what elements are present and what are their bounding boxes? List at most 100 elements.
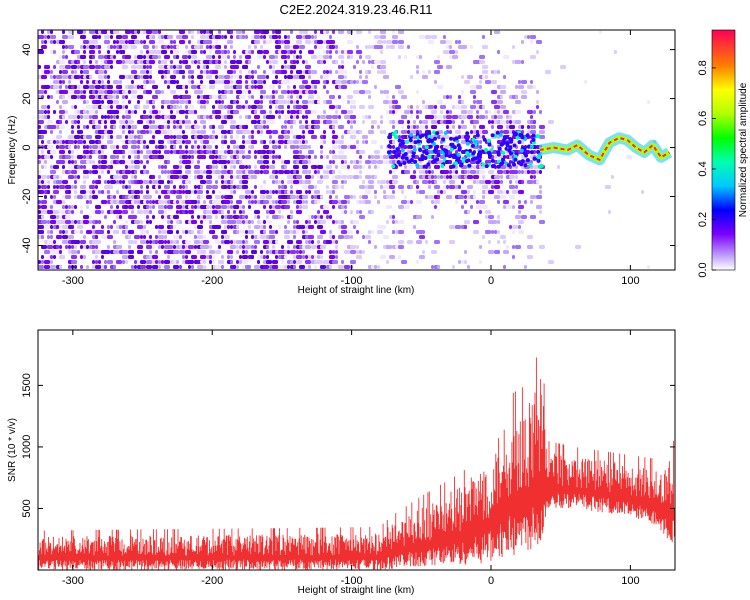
heatmap-cell <box>305 140 308 144</box>
heatmap-cell <box>197 160 200 164</box>
heatmap-cell <box>65 120 68 124</box>
heatmap-cell <box>443 175 446 179</box>
heatmap-cell <box>272 90 275 94</box>
heatmap-cell <box>62 80 65 84</box>
heatmap-cell <box>449 170 452 174</box>
heatmap-cell <box>287 245 290 249</box>
heatmap-cell <box>83 180 86 184</box>
heatmap-cell <box>146 130 149 134</box>
heatmap-cell <box>344 80 347 84</box>
heatmap-cell <box>296 60 299 64</box>
heatmap-cell <box>164 240 167 244</box>
heatmap-cell <box>428 40 434 44</box>
heatmap-cell <box>167 205 173 209</box>
heatmap-cell <box>245 130 251 134</box>
heatmap-cell <box>314 165 317 169</box>
heatmap-cell <box>400 148 405 153</box>
heatmap-cell <box>484 164 489 169</box>
heatmap-cell <box>89 190 92 194</box>
heatmap-cell <box>191 85 197 89</box>
heatmap-cell <box>335 195 338 199</box>
heatmap-cell <box>470 85 476 89</box>
heatmap-cell <box>323 260 329 264</box>
heatmap-cell <box>266 250 269 254</box>
heatmap-cell <box>365 90 371 94</box>
heatmap-cell <box>392 230 395 234</box>
heatmap-cell <box>515 135 520 140</box>
heatmap-cell <box>391 164 396 169</box>
heatmap-cell <box>149 70 152 74</box>
heatmap-cell <box>404 55 407 59</box>
heatmap-cell <box>427 131 432 136</box>
heatmap-cell <box>38 155 41 159</box>
heatmap-cell <box>254 35 260 39</box>
heatmap-cell <box>53 110 56 114</box>
heatmap-cell <box>487 142 492 147</box>
heatmap-cell <box>521 180 524 184</box>
heatmap-cell <box>230 170 233 174</box>
heatmap-cell <box>383 190 386 194</box>
heatmap-cell <box>173 95 179 99</box>
heatmap-cell <box>173 40 176 44</box>
heatmap-cell <box>197 90 203 94</box>
heatmap-cell <box>449 175 452 179</box>
heatmap-cell <box>251 250 257 254</box>
heatmap-cell <box>278 210 281 214</box>
heatmap-cell <box>188 190 191 194</box>
heatmap-cell <box>98 230 104 234</box>
heatmap-cell <box>128 140 131 144</box>
heatmap-cell <box>308 235 314 239</box>
heatmap-cell <box>473 230 479 234</box>
heatmap-cell <box>209 245 212 249</box>
heatmap-cell <box>475 133 480 138</box>
heatmap-cell <box>536 50 539 54</box>
heatmap-cell <box>65 220 71 224</box>
heatmap-cell <box>71 205 74 209</box>
heatmap-cell <box>314 215 317 219</box>
heatmap-cell <box>445 160 449 164</box>
heatmap-cell <box>341 145 347 149</box>
heatmap-cell <box>230 165 233 169</box>
heatmap-cell <box>254 210 260 214</box>
heatmap-cell <box>116 260 122 264</box>
heatmap-cell <box>464 175 467 179</box>
heatmap-cell <box>149 220 152 224</box>
heatmap-cell <box>380 145 383 149</box>
heatmap-cell <box>272 180 275 184</box>
heatmap-cell <box>368 185 374 189</box>
heatmap-cell <box>422 180 428 184</box>
heatmap-cell <box>326 215 329 219</box>
heatmap-cell <box>392 215 395 219</box>
heatmap-cell <box>197 215 200 219</box>
heatmap-cell <box>464 195 467 199</box>
heatmap-cell <box>404 195 407 199</box>
heatmap-cell <box>170 220 173 224</box>
chart-title: C2E2.2024.319.23.46.R11 <box>280 2 433 17</box>
heatmap-cell <box>296 250 299 254</box>
heatmap-cell <box>71 185 74 189</box>
heatmap-cell <box>302 160 308 164</box>
heatmap-cell <box>476 85 482 89</box>
heatmap-cell <box>293 140 299 144</box>
heatmap-cell <box>68 245 71 249</box>
heatmap-cell <box>71 65 77 69</box>
heatmap-cell <box>509 139 514 144</box>
heatmap-cell <box>62 220 65 224</box>
heatmap-cell <box>248 150 251 154</box>
heatmap-cell <box>107 260 113 264</box>
heatmap-cell <box>338 115 341 119</box>
heatmap-cell <box>140 40 143 44</box>
heatmap-cell <box>197 190 203 194</box>
heatmap-cell <box>482 105 485 109</box>
heatmap-cell <box>170 60 173 64</box>
heatmap-cell <box>293 200 296 204</box>
heatmap-cell <box>146 50 149 54</box>
heatmap-cell <box>275 55 278 59</box>
heatmap-cell <box>341 175 347 179</box>
heatmap-cell <box>314 125 320 129</box>
heatmap-cell <box>152 130 155 134</box>
heatmap-cell <box>257 85 263 89</box>
heatmap-cell <box>149 120 152 124</box>
